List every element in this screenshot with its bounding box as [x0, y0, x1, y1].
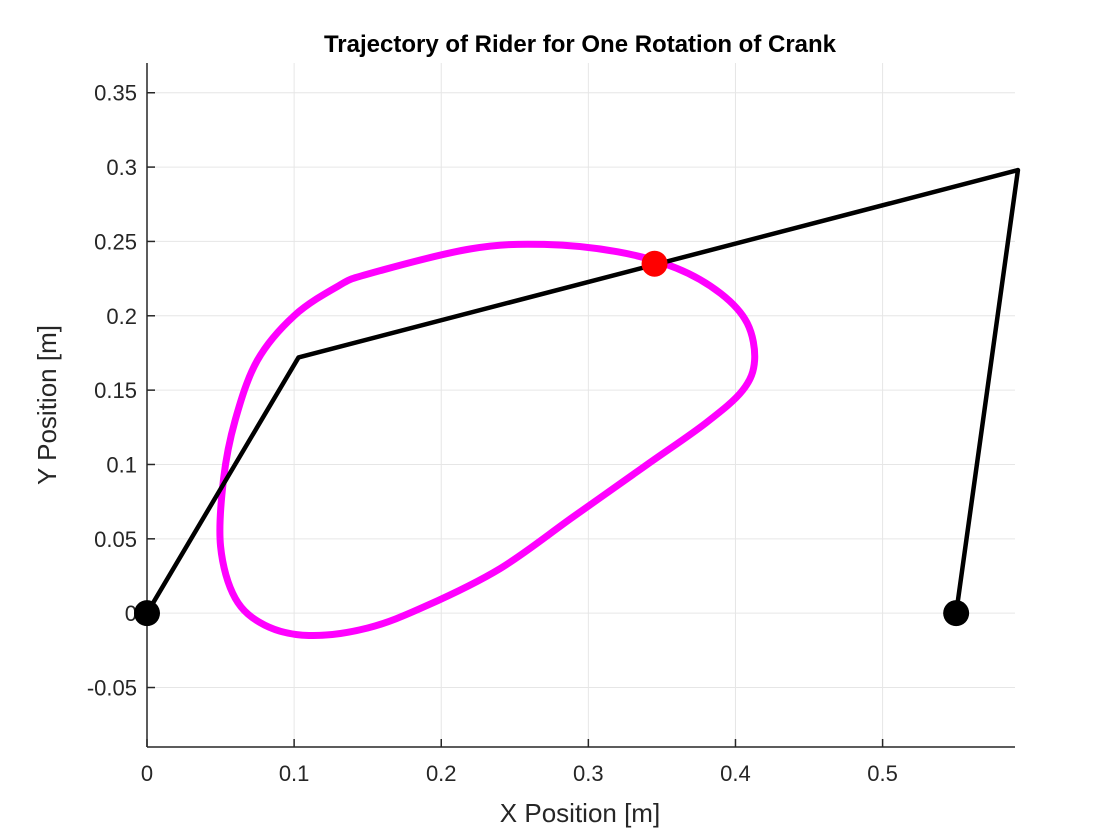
pivot-point	[943, 600, 970, 627]
y-tick-label: 0.05	[94, 527, 137, 552]
x-tick-label: 0.5	[867, 761, 898, 786]
x-axis-label: X Position [m]	[500, 798, 660, 828]
chart-title: Trajectory of Rider for One Rotation of …	[324, 31, 837, 58]
y-tick-label: 0.3	[106, 155, 137, 180]
x-tick-label: 0.1	[279, 761, 310, 786]
pivot-point	[134, 600, 160, 627]
series-layer	[134, 167, 1021, 640]
y-tick-label: -0.05	[87, 676, 137, 701]
x-tick-label: 0.3	[573, 761, 604, 786]
y-tick-label: 0.35	[94, 81, 137, 106]
x-tick-label: 0.4	[720, 761, 751, 786]
y-tick-label: 0	[125, 601, 137, 626]
x-tick-label: 0	[141, 761, 153, 786]
plot-background	[147, 63, 1015, 747]
y-tick-label: 0.2	[106, 304, 137, 329]
y-axis-label: Y Position [m]	[32, 325, 62, 485]
y-tick-label: 0.1	[106, 452, 137, 477]
axes	[146, 63, 1015, 748]
tick-labels: 0 0.1 0.2 0.3 0.4 0.5 -0.05 0 0.05 0.1 0.15 0.2 0.25…	[87, 81, 898, 786]
rider-point	[641, 250, 668, 277]
y-tick-label: 0.15	[94, 378, 137, 403]
y-tick-label: 0.25	[94, 229, 137, 254]
x-tick-label: 0.2	[426, 761, 457, 786]
